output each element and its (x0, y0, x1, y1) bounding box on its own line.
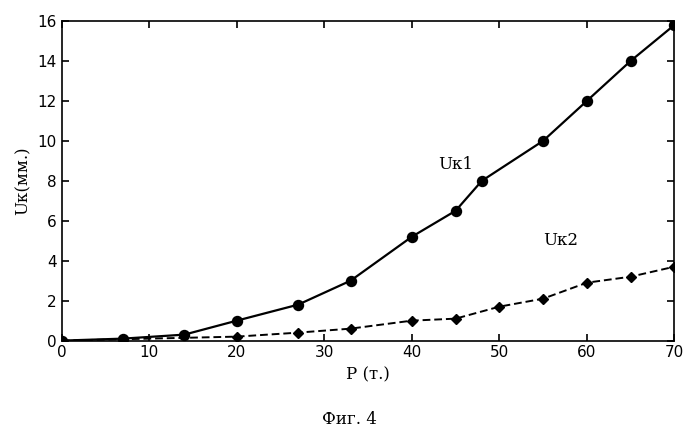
Y-axis label: Uк(мм.): Uк(мм.) (15, 146, 32, 215)
X-axis label: P (т.): P (т.) (346, 366, 390, 383)
Text: Uк1: Uк1 (438, 156, 473, 173)
Text: Фиг. 4: Фиг. 4 (322, 411, 377, 428)
Text: Uк2: Uк2 (543, 232, 578, 249)
